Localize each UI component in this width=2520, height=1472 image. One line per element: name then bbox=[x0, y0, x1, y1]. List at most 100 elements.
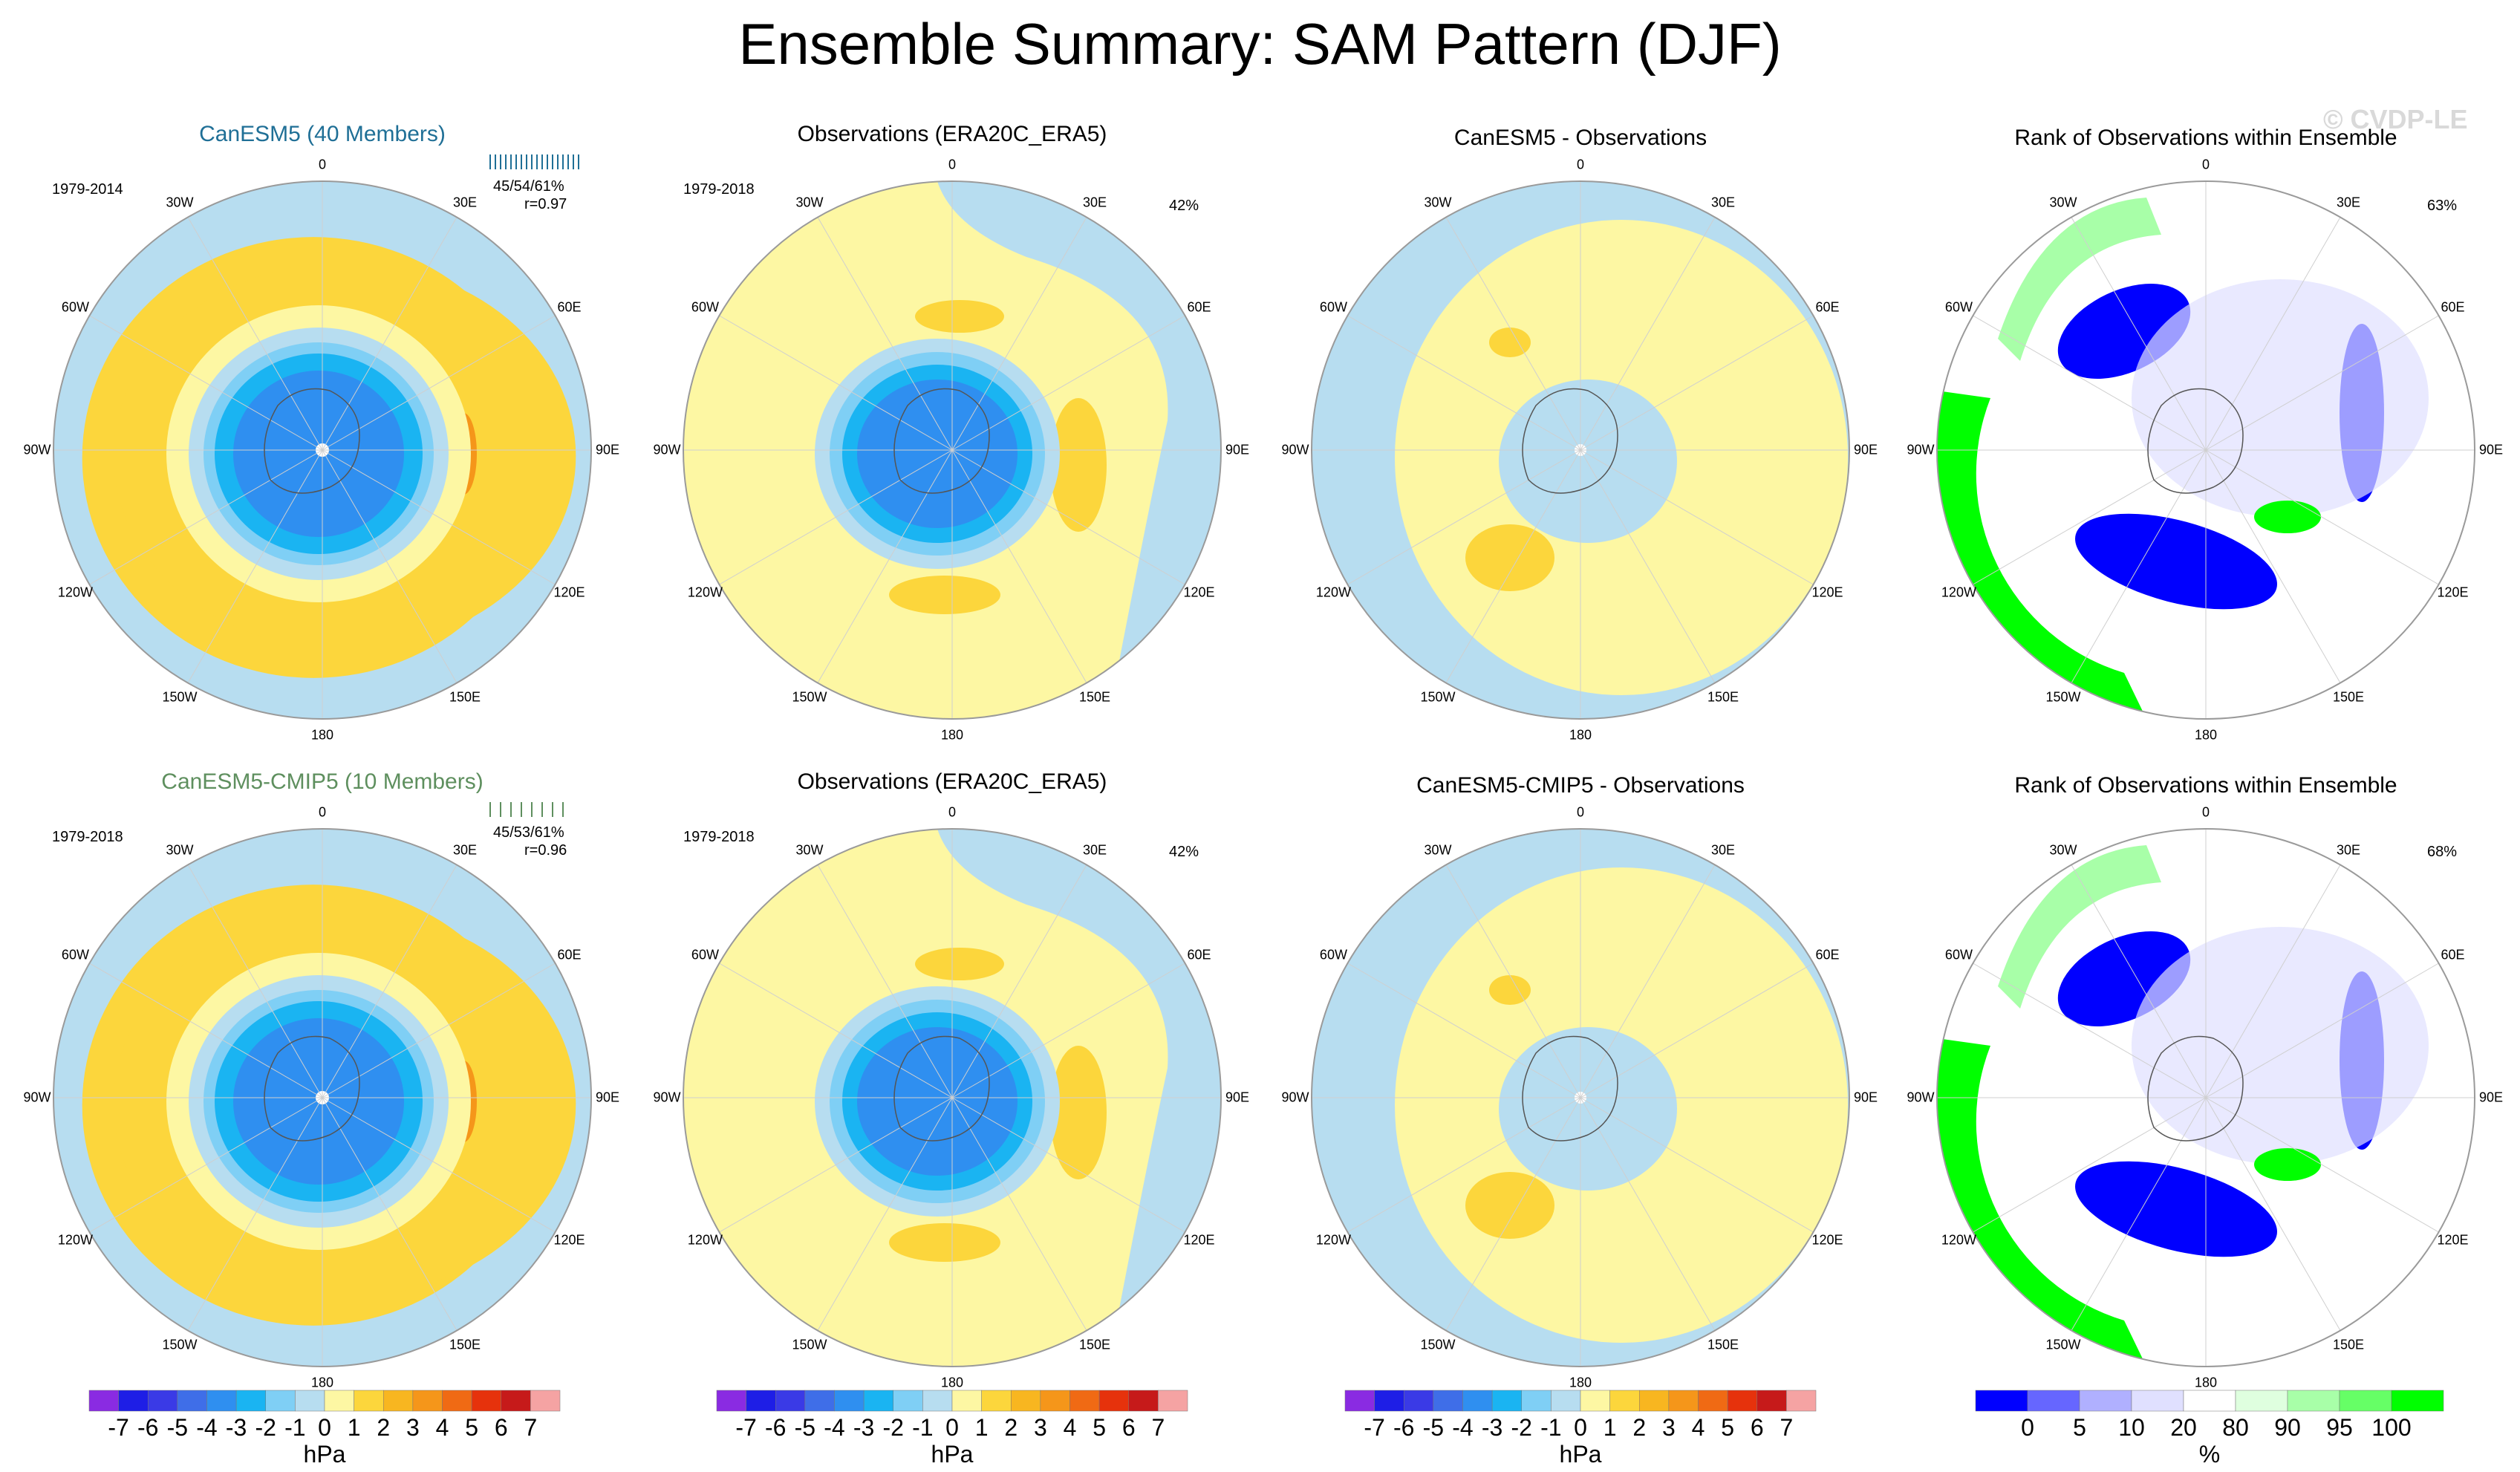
colorbar-tick-label: -2 bbox=[882, 1414, 904, 1441]
colorbar-swatch bbox=[1609, 1390, 1640, 1412]
lon-label: 30W bbox=[2049, 842, 2077, 858]
neg-center bbox=[1499, 1027, 1677, 1191]
antarctica-coastline bbox=[1522, 1035, 1618, 1142]
lon-label: 150E bbox=[1707, 689, 1739, 705]
positive-blob-n bbox=[915, 300, 1004, 333]
colorbar-swatch bbox=[2235, 1390, 2288, 1412]
colorbar-tick-label: -6 bbox=[137, 1414, 159, 1441]
colorbar-tick-label: 10 bbox=[2118, 1414, 2145, 1441]
colorbar-tick-label: 100 bbox=[2371, 1414, 2412, 1441]
colorbar-swatch bbox=[2287, 1390, 2340, 1412]
meridian bbox=[1973, 449, 2207, 585]
meridian bbox=[817, 217, 953, 451]
colorbar-tick-label: -6 bbox=[765, 1414, 787, 1441]
colorbar-tick-label: 2 bbox=[1632, 1414, 1647, 1441]
colorbar-tick-label: -4 bbox=[196, 1414, 218, 1441]
lon-label: 180 bbox=[310, 727, 334, 743]
lon-label: 60E bbox=[557, 299, 582, 315]
lon-label: 90W bbox=[653, 1090, 681, 1105]
lon-label: 150W bbox=[162, 689, 198, 705]
map-border bbox=[1311, 180, 1850, 720]
colorbar-swatch bbox=[235, 1390, 266, 1412]
lon-label: 30W bbox=[1424, 842, 1452, 858]
map-field-4 bbox=[1937, 181, 2475, 719]
meridian bbox=[322, 1097, 556, 1233]
lon-label: 120W bbox=[57, 1232, 93, 1248]
colorbar-swatch bbox=[206, 1390, 237, 1412]
meridian bbox=[1973, 315, 2207, 451]
positive-blob-e bbox=[1050, 1046, 1107, 1179]
lon-label: 90E bbox=[1853, 1090, 1878, 1105]
map-field-6 bbox=[683, 829, 1221, 1367]
colorbar-tick-label: -7 bbox=[108, 1414, 129, 1441]
lon-label: 60E bbox=[1187, 947, 1211, 963]
lon-label: 90W bbox=[1907, 1090, 1935, 1105]
colorbar-tick-label: -5 bbox=[166, 1414, 189, 1441]
lon-label: 60W bbox=[691, 299, 719, 315]
colorbar-swatch bbox=[1069, 1390, 1100, 1412]
antarctica-coastline bbox=[1522, 388, 1618, 494]
colorbar-swatch bbox=[2131, 1390, 2184, 1412]
lon-label: 30E bbox=[452, 842, 478, 858]
colorbar-swatch bbox=[1786, 1390, 1817, 1412]
lon-label: 30W bbox=[166, 842, 194, 858]
colorbar-tick-label: 95 bbox=[2326, 1414, 2353, 1441]
colorbar-swatch bbox=[148, 1390, 178, 1412]
lon-label: 90E bbox=[1225, 1090, 1250, 1105]
colorbar-tick-label: -2 bbox=[255, 1414, 276, 1441]
percent-label-4: 63% bbox=[2427, 198, 2458, 214]
lon-label: 180 bbox=[1569, 1375, 1592, 1390]
positive-blob-n bbox=[915, 948, 1004, 980]
lon-label: 120W bbox=[687, 584, 723, 600]
meridian bbox=[1973, 1097, 2207, 1233]
colorbar-unit: hPa bbox=[303, 1441, 346, 1468]
colorbar-tick-label: 5 bbox=[2073, 1414, 2086, 1441]
colorbar-swatch bbox=[1158, 1390, 1188, 1412]
map-border bbox=[1311, 828, 1850, 1367]
lon-label: 0 bbox=[2201, 804, 2210, 820]
lon-label: 60E bbox=[557, 947, 582, 963]
colorbar-swatch bbox=[716, 1390, 746, 1412]
lon-label: 30E bbox=[2336, 195, 2361, 210]
colorbar-swatch bbox=[775, 1390, 806, 1412]
panel-title-6: Observations (ERA20C_ERA5) bbox=[797, 769, 1107, 794]
colorbar-swatch bbox=[501, 1390, 531, 1412]
colorbar-tick-label: 1 bbox=[974, 1414, 989, 1441]
panel-title-2: Observations (ERA20C_ERA5) bbox=[797, 122, 1107, 146]
ensemble-ticks-1 bbox=[489, 154, 579, 169]
lon-label: 120E bbox=[1183, 1232, 1215, 1248]
colorbar-tick-label: -6 bbox=[1393, 1414, 1415, 1441]
antarctica-coastline bbox=[893, 388, 990, 494]
map-border bbox=[1936, 828, 2475, 1367]
lon-label: 90W bbox=[1281, 1090, 1309, 1105]
meridian bbox=[1347, 1097, 1581, 1233]
meridian bbox=[187, 1097, 323, 1331]
colorbar-2 bbox=[716, 1390, 1188, 1412]
meridian bbox=[1580, 1097, 1814, 1233]
meridian bbox=[322, 315, 556, 451]
colorbar-swatch bbox=[1374, 1390, 1404, 1412]
lon-label: 150E bbox=[2332, 1337, 2365, 1352]
panel-title-3: CanESM5 - Observations bbox=[1453, 126, 1707, 150]
meridian bbox=[1445, 449, 1581, 683]
antarctica-coastline bbox=[264, 1035, 360, 1142]
colorbar-tick-label: 0 bbox=[2021, 1414, 2034, 1441]
map-panel-7 bbox=[1311, 828, 1850, 1367]
meridian bbox=[89, 449, 323, 585]
lon-label: 120E bbox=[2437, 1232, 2469, 1248]
rank-low-s bbox=[2075, 513, 2277, 610]
colorbar-swatch bbox=[1727, 1390, 1757, 1412]
map-field-5 bbox=[53, 829, 591, 1367]
colorbar-tick-label: 90 bbox=[2274, 1414, 2301, 1441]
lon-label: 150W bbox=[162, 1337, 198, 1352]
colorbar-tick-label: 3 bbox=[1033, 1414, 1047, 1441]
rank-low-s bbox=[2075, 1161, 2277, 1257]
ensemble-ticks-2 bbox=[489, 802, 564, 817]
corr-label-1: r=0.97 bbox=[524, 196, 567, 212]
colorbar-tick-label: -7 bbox=[1364, 1414, 1385, 1441]
colorbar-swatch bbox=[1668, 1390, 1699, 1412]
meridian bbox=[2071, 217, 2207, 451]
lon-label: 120E bbox=[1811, 1232, 1843, 1248]
colorbar-tick-label: 6 bbox=[1121, 1414, 1136, 1441]
